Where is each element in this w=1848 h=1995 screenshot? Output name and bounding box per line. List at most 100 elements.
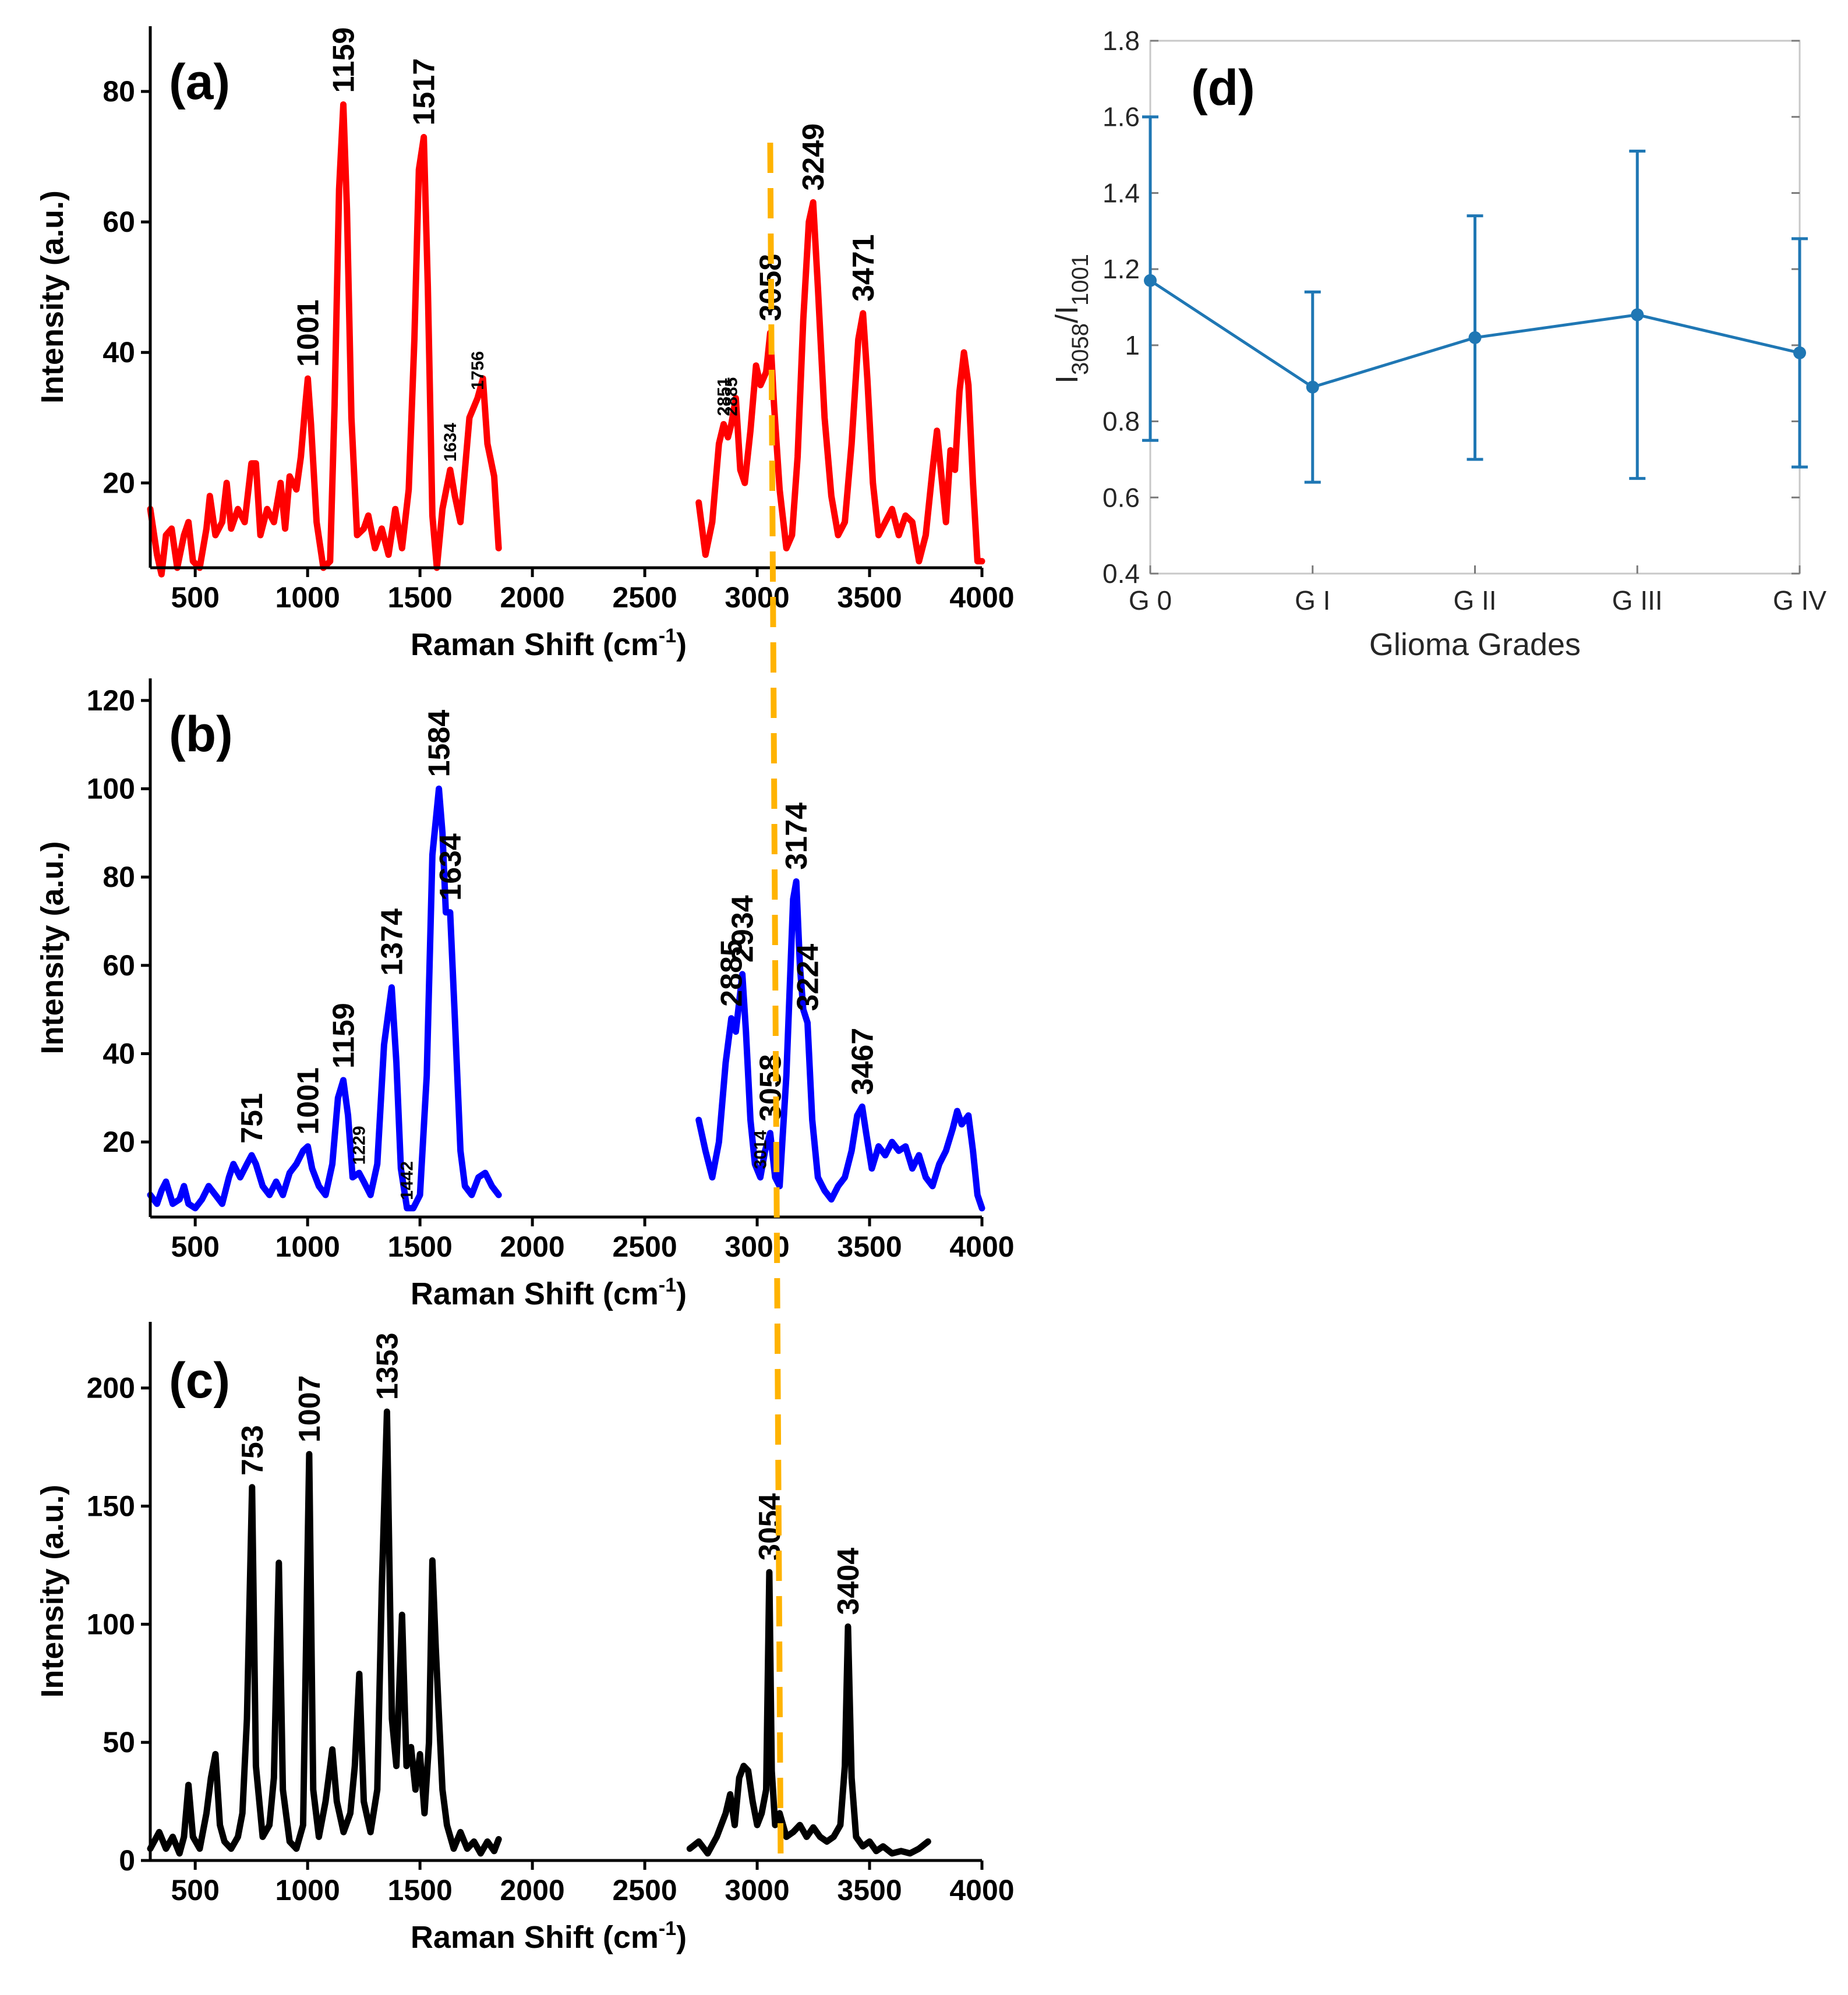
- x-tick-label: 2000: [500, 581, 564, 614]
- x-axis-title-sup: -1: [659, 1918, 676, 1940]
- panel-label: (a): [169, 54, 230, 110]
- x-tick-label: 4000: [949, 1230, 1014, 1263]
- x-tick-label: 2000: [500, 1874, 564, 1906]
- x-tick-label: 1500: [388, 581, 453, 614]
- panel-label: (b): [169, 706, 233, 762]
- peak-label: 1584: [423, 710, 457, 777]
- peak-label: 3058: [754, 1054, 787, 1122]
- x-tick-label: 2500: [612, 1230, 677, 1263]
- peak-label: 3174: [780, 802, 814, 870]
- d-x-tick-label: G II: [1453, 585, 1496, 616]
- panel-label: (d): [1191, 60, 1255, 116]
- x-axis-title-sup: -1: [659, 625, 676, 647]
- peak-label: 3054: [753, 1493, 787, 1561]
- peak-label: 1159: [327, 1003, 361, 1069]
- y-tick-label: 20: [103, 466, 135, 499]
- peak-label: 1159: [327, 27, 361, 93]
- d-x-tick-label: G 0: [1129, 585, 1172, 616]
- x-tick-label: 3000: [725, 1874, 789, 1906]
- spectrum-segment-a-0: [147, 101, 502, 578]
- d-y-tick-label: 1.2: [1103, 254, 1140, 284]
- d-y-tick-label: 1.4: [1103, 178, 1140, 208]
- peak-label: 1756: [468, 351, 487, 390]
- d-y-title-mid: /I: [1050, 306, 1084, 323]
- x-tick-label: 2500: [612, 581, 677, 614]
- d-y-title-main: I: [1050, 375, 1084, 384]
- peak-label: 3249: [797, 123, 831, 191]
- spectrum-segment-b-1: [695, 878, 985, 1212]
- peak-label: 2885: [722, 377, 741, 416]
- x-tick-label: 2500: [612, 1874, 677, 1906]
- y-tick-label: 60: [103, 949, 135, 982]
- peak-label: 3014: [751, 1130, 770, 1169]
- d-y-tick-label: 0.4: [1103, 558, 1140, 589]
- panel-d: 0.4 0.6 0.8 1 1.2 1.4 1.6 1.8 G 0 G I G II G III G I…: [1050, 26, 1826, 662]
- x-tick-label: 1000: [275, 581, 340, 614]
- x-tick-label: 500: [171, 1230, 219, 1263]
- spectrum-segment-c-0: [147, 1408, 502, 1857]
- data-point: [1468, 331, 1482, 344]
- x-axis-title-sup: -1: [659, 1274, 676, 1296]
- y-tick-label: 20: [103, 1126, 135, 1158]
- spectrum-segment-c-1: [686, 1569, 931, 1857]
- peak-label: 1007: [293, 1375, 327, 1443]
- x-tick-label: 4000: [949, 1874, 1014, 1906]
- x-tick-label: 3500: [837, 1874, 902, 1906]
- peak-label: 2851: [715, 377, 734, 416]
- peak-label: 1634: [434, 833, 468, 901]
- x-axis-title-end: ): [676, 1276, 687, 1311]
- x-tick-label: 1000: [275, 1230, 340, 1263]
- x-axis-title: Raman Shift (cm-1): [411, 625, 687, 662]
- d-y-title-sub2: 1001: [1068, 254, 1093, 306]
- y-tick-label: 60: [103, 206, 135, 238]
- y-tick-label: 100: [87, 1608, 135, 1640]
- peak-label: 753: [236, 1425, 270, 1476]
- x-tick-label: 1000: [275, 1874, 340, 1906]
- data-point: [1631, 308, 1644, 321]
- x-axis-title-main: Raman Shift (cm: [411, 1276, 659, 1311]
- peak-label: 3404: [832, 1548, 865, 1615]
- d-y-tick-label: 0.6: [1103, 482, 1140, 512]
- peak-label: 2934: [726, 895, 760, 963]
- y-tick-label: 100: [87, 773, 135, 805]
- d-x-tick-label: G III: [1612, 585, 1663, 616]
- x-tick-label: 500: [171, 1874, 219, 1906]
- data-point: [1144, 274, 1157, 287]
- peak-label: 1634: [441, 423, 460, 462]
- y-axis-title: Intensity (a.u.): [35, 841, 70, 1054]
- x-axis-title-end: ): [676, 1920, 687, 1955]
- x-axis-title-end: ): [676, 627, 687, 662]
- spectrum-segment-b-0: [147, 786, 502, 1212]
- y-axis-title: Intensity (a.u.): [35, 1484, 70, 1697]
- peak-label: 3471: [847, 234, 881, 302]
- peak-label: 751: [235, 1093, 269, 1144]
- d-y-tick-label: 0.8: [1103, 406, 1140, 437]
- peak-label: 2885: [715, 939, 749, 1007]
- peak-label: 1353: [370, 1332, 404, 1400]
- x-tick-label: 3500: [837, 581, 902, 614]
- data-point: [1306, 380, 1319, 394]
- peak-label: 1001: [292, 1067, 326, 1135]
- y-tick-label: 0: [119, 1844, 135, 1877]
- reference-dashed-line: [767, 142, 784, 1861]
- x-axis-title: Raman Shift (cm-1): [411, 1274, 687, 1311]
- y-tick-label: 50: [103, 1726, 135, 1759]
- x-tick-label: 3500: [837, 1230, 902, 1263]
- y-tick-label: 150: [87, 1490, 135, 1522]
- d-y-tick-label: 1.6: [1103, 102, 1140, 132]
- y-tick-label: 80: [103, 861, 135, 893]
- d-y-axis-title: I3058/I1001: [1050, 254, 1093, 384]
- d-x-tick-label: G I: [1295, 585, 1330, 616]
- x-axis-title-main: Raman Shift (cm: [411, 627, 659, 662]
- y-axis-title: Intensity (a.u.): [35, 190, 70, 404]
- peak-label: 1229: [350, 1126, 369, 1165]
- peak-label: 3224: [792, 944, 825, 1011]
- x-tick-label: 1500: [388, 1230, 453, 1263]
- d-y-title-sub1: 3058: [1068, 323, 1093, 375]
- peak-label: 1442: [398, 1161, 417, 1200]
- d-y-tick-label: 1.8: [1103, 26, 1140, 56]
- x-axis-title: Raman Shift (cm-1): [411, 1918, 687, 1955]
- x-tick-label: 500: [171, 581, 219, 614]
- y-tick-label: 80: [103, 75, 135, 108]
- data-point: [1793, 346, 1806, 359]
